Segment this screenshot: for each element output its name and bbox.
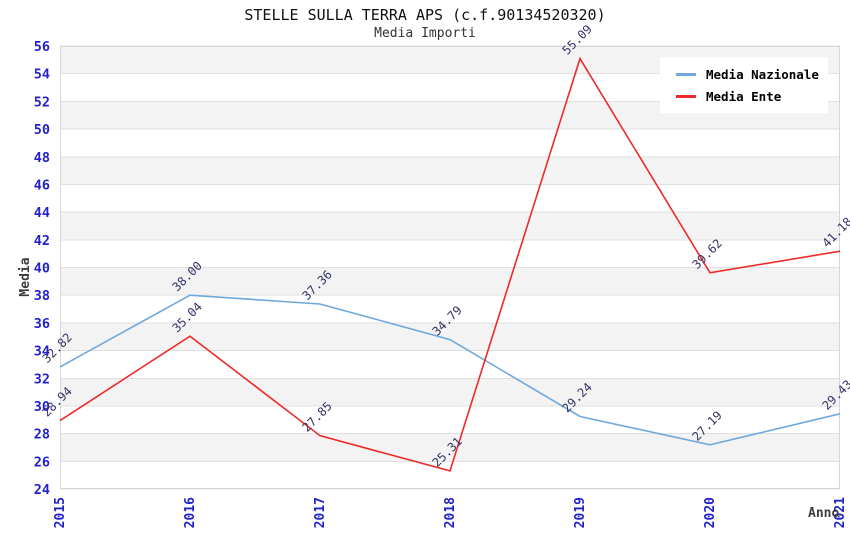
svg-text:2018: 2018 [443,497,458,528]
y-tick-labels: 24 26 28 30 32 34 36 38 40 42 44 46 48 50 52 54 56 [34,39,50,498]
svg-text:2016: 2016 [183,497,198,528]
x-axis-label: Anno [808,506,840,521]
svg-text:38: 38 [34,288,50,304]
svg-text:50: 50 [34,122,50,138]
svg-text:24: 24 [34,482,50,498]
svg-text:52: 52 [34,94,50,110]
x-tick-labels: 2015 2016 2017 2018 2019 2020 2021 [53,497,848,528]
svg-text:26: 26 [34,454,50,470]
svg-text:2020: 2020 [703,497,718,528]
svg-text:2015: 2015 [53,497,68,528]
legend-label: Media Nazionale [706,66,819,82]
legend: Media Nazionale Media Ente [660,57,828,113]
svg-text:2017: 2017 [313,497,328,528]
svg-text:56: 56 [34,39,50,55]
svg-text:40: 40 [34,261,50,277]
svg-text:2019: 2019 [573,497,588,528]
legend-item-media-nazionale: Media Nazionale [676,63,828,85]
svg-text:44: 44 [34,205,50,221]
svg-text:28: 28 [34,427,50,443]
svg-text:30: 30 [34,399,50,415]
svg-text:48: 48 [34,150,50,166]
legend-line-swatch-icon [676,94,696,98]
svg-text:46: 46 [34,177,50,193]
chart-subtitle: Media Importi [374,26,476,41]
svg-text:34: 34 [34,344,50,360]
plot-border [60,46,840,489]
chart-title: STELLE SULLA TERRA APS (c.f.90134520320) [244,6,606,24]
legend-item-media-ente: Media Ente [676,85,828,107]
series-line-0 [59,294,841,446]
series-line-1 [59,56,841,472]
legend-line-swatch-icon [676,72,696,76]
svg-text:32: 32 [34,371,50,387]
svg-text:42: 42 [34,233,50,249]
legend-label: Media Ente [706,88,782,104]
svg-text:54: 54 [34,67,50,83]
svg-text:36: 36 [34,316,50,332]
y-axis-label: Media [18,257,34,297]
svg-text:2021: 2021 [833,497,848,528]
